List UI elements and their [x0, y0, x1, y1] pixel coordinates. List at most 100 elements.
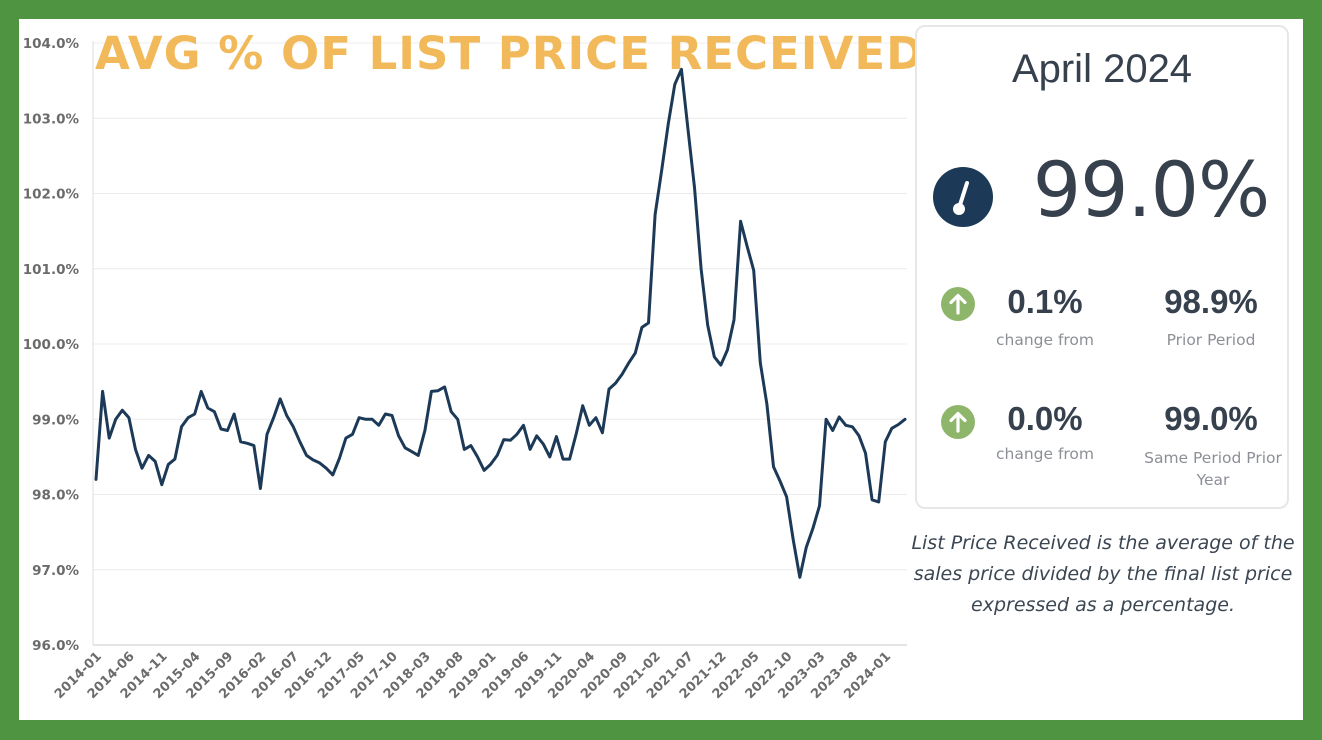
- data-point: [324, 466, 328, 470]
- data-point: [180, 425, 184, 429]
- data-point: [344, 436, 348, 440]
- data-point: [877, 500, 881, 504]
- data-point: [837, 415, 841, 419]
- data-point: [587, 423, 591, 427]
- data-point: [561, 457, 565, 461]
- data-point: [817, 504, 821, 508]
- series-line: [94, 67, 907, 579]
- data-point: [739, 219, 743, 223]
- y-tick-label: 101.0%: [23, 262, 80, 278]
- data-point: [745, 244, 749, 248]
- change-value-1: 0.1%: [1007, 283, 1083, 320]
- data-point: [370, 417, 374, 421]
- data-point: [620, 372, 624, 376]
- data-point: [706, 323, 710, 327]
- data-point: [495, 453, 499, 457]
- data-point: [778, 479, 782, 483]
- data-point: [199, 389, 203, 393]
- period-label: April 2024: [1011, 47, 1193, 91]
- data-point: [508, 438, 512, 442]
- data-point: [896, 423, 900, 427]
- data-point: [673, 82, 677, 86]
- data-point: [304, 453, 308, 457]
- y-tick-label: 99.0%: [32, 412, 79, 428]
- data-point: [798, 575, 802, 579]
- frame: 96.0% 97.0% 98.0% 99.0% 100.0% 101.0% 102.0% 10…: [19, 19, 1303, 720]
- compare-value-2: 99.0%: [1164, 400, 1258, 437]
- data-point: [903, 417, 907, 421]
- data-point: [594, 416, 598, 420]
- data-point: [864, 451, 868, 455]
- data-point: [633, 351, 637, 355]
- data-point: [732, 318, 736, 322]
- data-point: [160, 483, 164, 487]
- data-point: [383, 412, 387, 416]
- data-point: [186, 416, 190, 420]
- data-point: [515, 432, 519, 436]
- data-point: [469, 444, 473, 448]
- data-point: [107, 436, 111, 440]
- data-point: [331, 473, 335, 477]
- data-point: [397, 434, 401, 438]
- y-tick-label: 102.0%: [23, 187, 80, 203]
- data-point: [528, 447, 532, 451]
- data-point: [252, 444, 256, 448]
- data-point: [811, 526, 815, 530]
- data-point: [245, 441, 249, 445]
- data-point: [436, 389, 440, 393]
- data-point: [403, 446, 407, 450]
- compare-value-1: 98.9%: [1164, 283, 1258, 320]
- data-point: [351, 432, 355, 436]
- data-point: [883, 440, 887, 444]
- data-point: [844, 423, 848, 427]
- data-point: [646, 321, 650, 325]
- data-point: [666, 122, 670, 126]
- summary-card: April 2024 99.0% 0.1% change from 98.9% …: [915, 25, 1289, 509]
- description-text: List Price Received is the average of th…: [911, 532, 1295, 616]
- data-point: [153, 459, 157, 463]
- grid-lines: [93, 42, 907, 571]
- data-point: [522, 423, 526, 427]
- data-point: [482, 468, 486, 472]
- data-point: [265, 432, 269, 436]
- change-label-1: change from: [995, 331, 1095, 349]
- data-point: [258, 486, 262, 490]
- data-point: [699, 267, 703, 271]
- line-chart: 96.0% 97.0% 98.0% 99.0% 100.0% 101.0% 102.0% 10…: [23, 36, 907, 702]
- data-point: [140, 466, 144, 470]
- data-point: [758, 361, 762, 365]
- data-point: [568, 457, 572, 461]
- data-point: [318, 461, 322, 465]
- data-point: [541, 442, 545, 446]
- data-point: [791, 538, 795, 542]
- data-point: [337, 456, 341, 460]
- compare-label-2: Same Period Prior Year: [1144, 449, 1282, 489]
- chart-title: AVG % OF LIST PRICE RECEIVED: [95, 27, 925, 80]
- data-point: [462, 447, 466, 451]
- data-point: [239, 440, 243, 444]
- data-point: [686, 128, 690, 132]
- data-point: [489, 462, 493, 466]
- data-point: [364, 417, 368, 421]
- data-point: [890, 426, 894, 430]
- data-point: [693, 185, 697, 189]
- change-value-2: 0.0%: [1007, 400, 1083, 437]
- data-point: [166, 462, 170, 466]
- data-point: [535, 434, 539, 438]
- data-point: [554, 435, 558, 439]
- data-point: [232, 412, 236, 416]
- data-point: [475, 455, 479, 459]
- y-tick-label: 97.0%: [32, 563, 79, 579]
- data-point: [443, 385, 447, 389]
- data-point: [101, 389, 105, 393]
- data-point: [114, 417, 118, 421]
- data-point: [771, 465, 775, 469]
- data-point: [173, 457, 177, 461]
- data-point: [212, 410, 216, 414]
- data-point: [857, 434, 861, 438]
- data-point: [429, 389, 433, 393]
- y-tick-label: 100.0%: [23, 337, 80, 353]
- data-point: [785, 495, 789, 499]
- data-point: [627, 361, 631, 365]
- data-point: [712, 355, 716, 359]
